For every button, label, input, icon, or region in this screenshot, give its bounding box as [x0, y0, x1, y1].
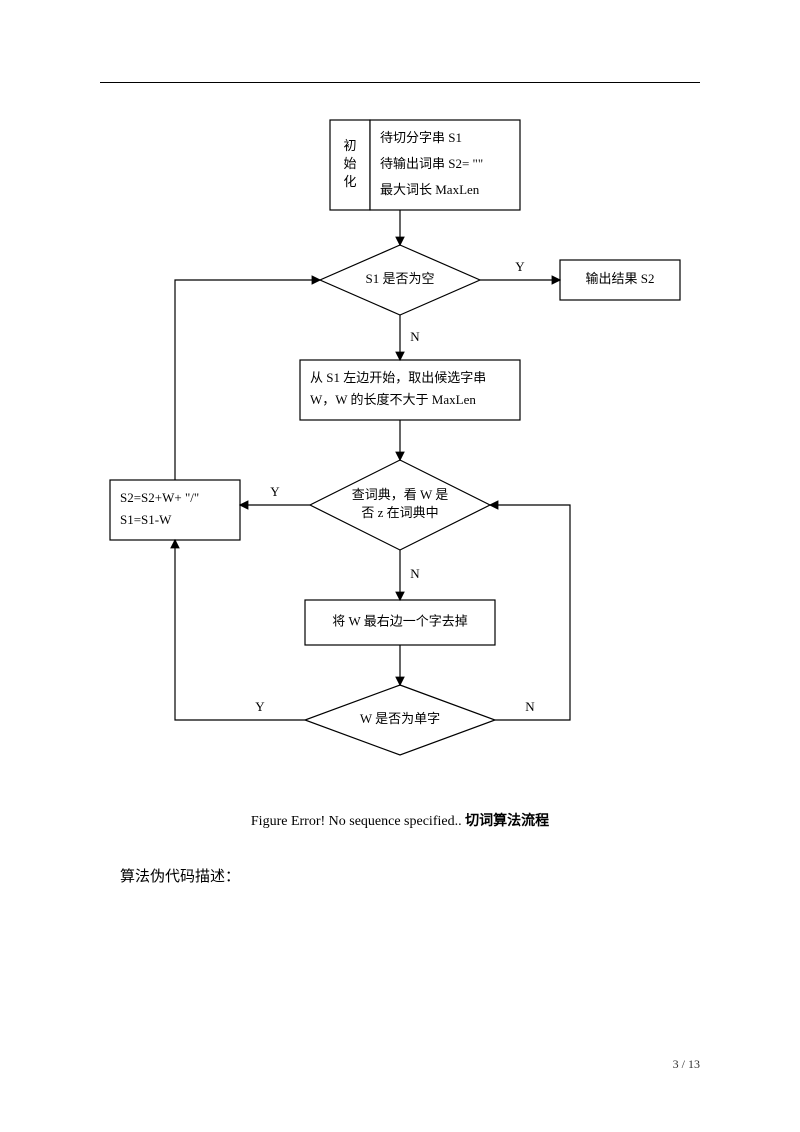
svg-text:Y: Y [515, 259, 525, 274]
svg-text:待输出词串 S2= "": 待输出词串 S2= "" [380, 156, 483, 171]
svg-text:Y: Y [255, 699, 265, 714]
svg-text:N: N [525, 699, 535, 714]
caption-prefix: Figure Error! No sequence specified.. [251, 814, 465, 829]
svg-text:化: 化 [343, 174, 356, 189]
svg-text:初: 初 [343, 138, 356, 153]
pseudo-code-heading: 算法伪代码描述： [120, 865, 240, 886]
page-total: 13 [688, 1057, 700, 1071]
figure-caption: Figure Error! No sequence specified.. 切词… [100, 810, 700, 830]
svg-text:S2=S2+W+ "/": S2=S2+W+ "/" [120, 490, 199, 505]
svg-text:W 是否为单字: W 是否为单字 [360, 711, 440, 726]
svg-text:输出结果 S2: 输出结果 S2 [586, 271, 655, 286]
svg-text:N: N [410, 566, 420, 581]
svg-text:最大词长 MaxLen: 最大词长 MaxLen [380, 182, 480, 197]
page-number: 3 / 13 [673, 1057, 700, 1072]
pseudo-heading-text: 算法伪代码描述： [120, 869, 240, 885]
caption-title: 切词算法流程 [465, 814, 549, 829]
flowchart-svg: 初始化 待切分字串 S1 待输出词串 S2= "" 最大词长 MaxLen S1 是否为… [100, 110, 700, 790]
flowchart: 初始化 待切分字串 S1 待输出词串 S2= "" 最大词长 MaxLen S1 是否为… [100, 110, 700, 790]
svg-text:S1=S1-W: S1=S1-W [120, 512, 172, 527]
document-page: 初始化 待切分字串 S1 待输出词串 S2= "" 最大词长 MaxLen S1 是否为… [0, 0, 800, 1132]
svg-text:Y: Y [270, 484, 280, 499]
svg-text:S1 是否为空: S1 是否为空 [366, 271, 435, 286]
svg-text:将 W 最右边一个字去掉: 将 W 最右边一个字去掉 [332, 613, 468, 628]
svg-text:W，W 的长度不大于 MaxLen: W，W 的长度不大于 MaxLen [310, 392, 476, 407]
svg-text:否 z 在词典中: 否 z 在词典中 [361, 505, 438, 520]
svg-text:查词典，看 W 是: 查词典，看 W 是 [352, 487, 449, 502]
svg-text:N: N [410, 329, 420, 344]
page-current: 3 [673, 1057, 679, 1071]
svg-text:待切分字串 S1: 待切分字串 S1 [380, 130, 462, 145]
svg-text:始: 始 [343, 156, 356, 171]
svg-text:从 S1 左边开始，取出候选字串: 从 S1 左边开始，取出候选字串 [310, 370, 486, 385]
header-rule [100, 82, 700, 83]
